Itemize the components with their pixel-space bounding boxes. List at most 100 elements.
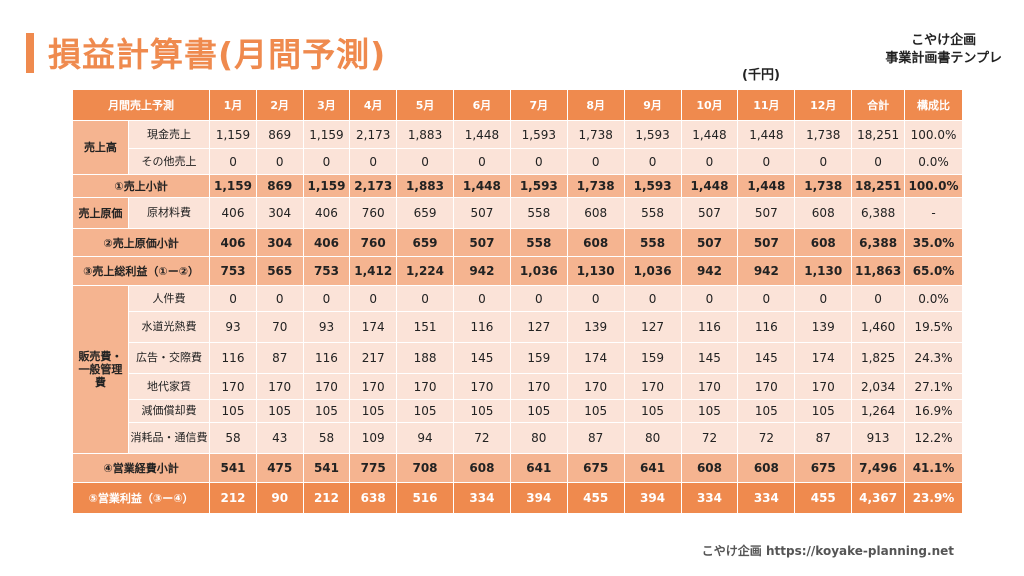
month-value-cell: 608: [794, 197, 853, 229]
month-value-cell: 942: [737, 256, 796, 286]
month-value-cell: 455: [794, 482, 853, 514]
ratio-cell: 65.0%: [904, 256, 963, 286]
month-value-cell: 170: [255, 373, 304, 400]
section-label-sga: 販売費・一般管理費: [72, 285, 129, 454]
month-value-cell: 94: [396, 422, 454, 454]
month-value-cell: 127: [509, 311, 568, 343]
month-value-cell: 507: [737, 197, 796, 229]
month-value-cell: 170: [680, 373, 739, 400]
total-cell: 0: [851, 148, 906, 175]
ratio-cell: 41.1%: [904, 453, 963, 483]
month-value-cell: 105: [255, 399, 304, 423]
ratio-cell: -: [904, 197, 963, 229]
subtotal-row: ①売上小計 1,159 869 1,159 2,173 1,883 1,448 1,593 1,…: [71, 174, 963, 198]
month-value-cell: 80: [623, 422, 682, 454]
month-value-cell: 558: [623, 228, 682, 257]
month-value-cell: 174: [566, 342, 625, 374]
table-row: 売上高 現金売上 1,159 869 1,159 2,173 1,883 1,448 1,593…: [72, 120, 963, 175]
month-value-cell: 159: [623, 342, 682, 374]
month-value-cell: 151: [396, 311, 454, 343]
total-cell: 0: [851, 285, 906, 312]
month-value-cell: 105: [794, 399, 853, 423]
month-value-cell: 641: [623, 453, 682, 483]
month-value-cell: 2,173: [349, 174, 398, 198]
table-row: その他売上 0 0 0 0 0 0 0 0 0 0 0 0 0 0.0%: [73, 148, 963, 175]
month-value-cell: 72: [452, 422, 511, 454]
table-row: 売上原価 原材料費 406 304 406 760 659 507 558 608 558 507 50…: [72, 197, 963, 229]
month-value-cell: 775: [349, 453, 398, 483]
month-value-cell: 127: [623, 311, 682, 343]
section-label-sales: 売上高: [72, 120, 129, 175]
month-value-cell: 43: [255, 422, 304, 454]
ratio-cell: 0.0%: [904, 285, 963, 312]
month-value-cell: 2,173: [349, 120, 398, 149]
month-value-cell: 1,738: [566, 174, 625, 198]
month-value-cell: 1,738: [794, 174, 853, 198]
month-value-cell: 0: [623, 148, 682, 175]
month-value-cell: 105: [349, 399, 398, 423]
month-value-cell: 1,593: [509, 120, 568, 149]
month-value-cell: 145: [680, 342, 739, 374]
month-value-cell: 558: [509, 228, 568, 257]
row-label: 減価償却費: [127, 399, 211, 423]
month-value-cell: 70: [255, 311, 304, 343]
month-value-cell: 942: [680, 256, 739, 286]
month-value-cell: 0: [255, 285, 304, 312]
month-value-cell: 1,159: [302, 174, 351, 198]
month-header: 10月: [680, 89, 739, 121]
total-cell: 1,264: [851, 399, 906, 423]
month-value-cell: 406: [209, 197, 257, 229]
row-label: ⑤営業利益（③ー④）: [71, 482, 211, 514]
ratio-cell: 35.0%: [904, 228, 963, 257]
month-value-cell: 0: [452, 148, 511, 175]
month-value-cell: 105: [737, 399, 796, 423]
month-value-cell: 608: [737, 453, 796, 483]
month-value-cell: 1,412: [349, 256, 398, 286]
month-value-cell: 558: [509, 197, 568, 229]
total-cell: 1,460: [851, 311, 906, 343]
month-value-cell: 1,130: [794, 256, 853, 286]
month-value-cell: 139: [794, 311, 853, 343]
month-value-cell: 942: [452, 256, 511, 286]
table-row: 水道光熱費 93 70 93 174 151 116 127 139 127 116 116 139 1,…: [73, 311, 963, 343]
month-value-cell: 58: [302, 422, 351, 454]
month-value-cell: 0: [737, 148, 796, 175]
brand-line-2: 事業計画書テンプレ: [885, 51, 1002, 66]
month-value-cell: 869: [255, 120, 304, 149]
row-label: 現金売上: [127, 120, 211, 149]
month-header: 5月: [396, 89, 454, 121]
row-label: 原材料費: [127, 197, 211, 229]
month-value-cell: 753: [302, 256, 351, 286]
total-cell: 2,034: [851, 373, 906, 400]
month-header: 9月: [623, 89, 682, 121]
month-value-cell: 58: [209, 422, 257, 454]
month-value-cell: 0: [302, 148, 351, 175]
table-row: 減価償却費 105 105 105 105 105 105 105 105 105 105 105 10…: [73, 399, 963, 423]
month-value-cell: 116: [452, 311, 511, 343]
ratio-cell: 100.0%: [904, 174, 963, 198]
ratio-cell: 12.2%: [904, 422, 963, 454]
row-label: 地代家賃: [127, 373, 211, 400]
month-value-cell: 507: [680, 228, 739, 257]
row-label: ②売上原価小計: [71, 228, 211, 257]
month-value-cell: 0: [349, 285, 398, 312]
month-value-cell: 1,130: [566, 256, 625, 286]
subtotal-row: ②売上原価小計 406 304 406 760 659 507 558 608 558 507 507…: [71, 228, 963, 257]
month-value-cell: 475: [255, 453, 304, 483]
month-value-cell: 105: [509, 399, 568, 423]
month-value-cell: 1,448: [680, 174, 739, 198]
month-value-cell: 0: [302, 285, 351, 312]
month-value-cell: 87: [794, 422, 853, 454]
month-value-cell: 1,448: [680, 120, 739, 149]
month-value-cell: 0: [509, 148, 568, 175]
month-value-cell: 170: [623, 373, 682, 400]
month-value-cell: 105: [396, 399, 454, 423]
row-label: ④営業経費小計: [71, 453, 211, 483]
table-row: 広告・交際費 116 87 116 217 188 145 159 174 159 145 145 17…: [73, 342, 963, 374]
month-header: 2月: [255, 89, 304, 121]
unit-label: (千円): [742, 68, 780, 83]
month-value-cell: 170: [349, 373, 398, 400]
row-label: 水道光熱費: [127, 311, 211, 343]
ratio-cell: 24.3%: [904, 342, 963, 374]
month-value-cell: 87: [566, 422, 625, 454]
